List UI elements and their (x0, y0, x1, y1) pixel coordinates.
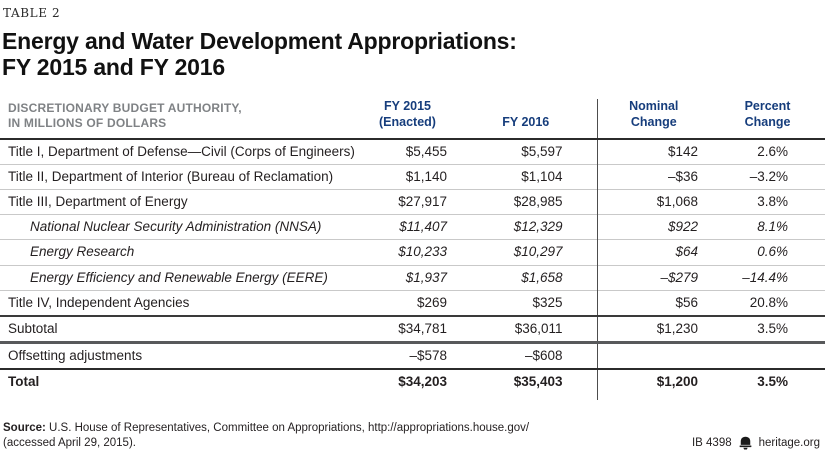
source-text: U.S. House of Representatives, Committee… (45, 421, 530, 434)
row-axis-header: DISCRETIONARY BUDGET AUTHORITY, IN MILLIO… (8, 100, 242, 130)
site-name: heritage.org (758, 437, 820, 450)
heritage-bell-icon (739, 437, 751, 450)
appropriations-table: DISCRETIONARY BUDGET AUTHORITY, IN MILLIO… (0, 99, 825, 400)
doc-id: IB 4398 (691, 437, 732, 450)
figure-footer: Source: U.S. House of Representatives, C… (0, 421, 825, 450)
table-number-label: TABLE 2 (3, 6, 61, 20)
column-header-fy2016: FY 2016 (502, 115, 550, 130)
column-header-nominal-change: Nominal Change (596, 99, 710, 139)
source-accessed: (accessed April 29, 2015). (3, 436, 136, 449)
publication-info: IB 4398 heritage.org (692, 436, 820, 450)
header-row: DISCRETIONARY BUDGET AUTHORITY, IN MILLIO… (0, 99, 825, 139)
table-row: Title II, Department of Interior (Bureau… (0, 164, 825, 190)
table-row-sub-item: National Nuclear Security Administration… (0, 214, 825, 240)
title-line1: Energy and Water Development Appropriati… (2, 28, 517, 54)
title-line2: FY 2015 and FY 2016 (2, 54, 225, 81)
table-row: Title IV, Independent Agencies $269 $325… (0, 290, 825, 316)
table-row: Title I, Department of Defense—Civil (Co… (0, 138, 825, 165)
column-header-fy2015: FY 2015 (Enacted) (379, 99, 436, 130)
table-row-sub-item: Energy Research $10,233 $10,297 $64 0.6% (0, 239, 825, 266)
source-label: Source: (3, 421, 46, 434)
page-title: Energy and Water Development Appropriati… (2, 28, 825, 80)
column-header-percent-change: Percent Change (744, 99, 791, 130)
table-row-sub-item: Energy Efficiency and Renewable Energy (… (0, 265, 825, 291)
source-note: Source: U.S. House of Representatives, C… (3, 421, 529, 450)
table-row-subtotal: Subtotal $34,781 $36,011 $1,230 3.5% (0, 316, 825, 343)
table-row-total: Total $34,203 $35,403 $1,200 3.5% (0, 369, 825, 400)
table-row-offsetting: Offsetting adjustments –$578 –$608 (0, 342, 825, 370)
table-row: Title III, Department of Energy $27,917 … (0, 189, 825, 215)
